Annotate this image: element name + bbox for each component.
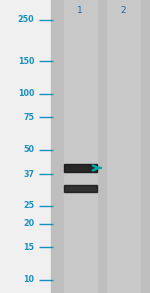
Bar [64, 185, 97, 192]
Text: 75: 75 [24, 113, 34, 122]
Text: 1: 1 [77, 6, 83, 15]
Text: 10: 10 [24, 275, 34, 285]
Text: 50: 50 [24, 145, 34, 154]
Text: 15: 15 [24, 243, 34, 252]
Text: 100: 100 [18, 89, 34, 98]
Bar [64, 163, 97, 172]
Text: 25: 25 [23, 201, 34, 210]
Text: 2: 2 [120, 6, 126, 15]
Text: 20: 20 [23, 219, 34, 229]
Bar [51, 0, 150, 293]
Text: 150: 150 [18, 57, 34, 66]
Bar [106, 0, 140, 293]
Bar [64, 0, 97, 293]
Text: 250: 250 [18, 16, 34, 24]
Text: 37: 37 [24, 170, 34, 179]
